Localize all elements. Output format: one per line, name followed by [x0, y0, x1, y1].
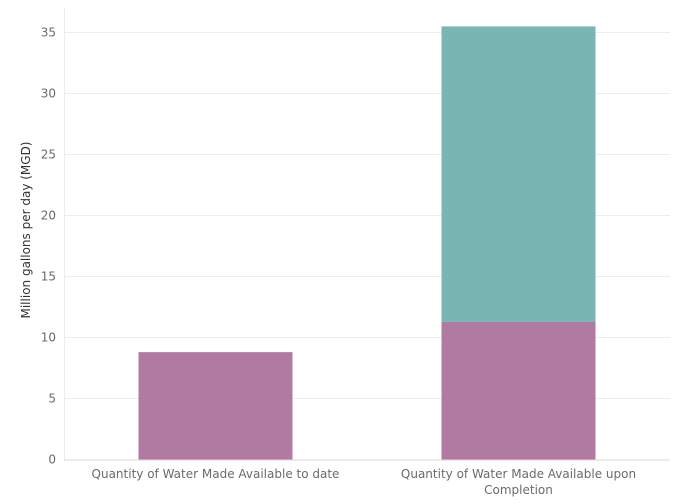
- y-tick-label-20: 20: [41, 209, 56, 223]
- bar-2-segment-2[interactable]: [441, 26, 596, 322]
- y-tick-label-15: 15: [41, 270, 56, 284]
- category-label-1: Quantity of Water Made Available to date: [92, 467, 340, 481]
- y-tick-label-0: 0: [48, 453, 56, 467]
- y-tick-label-10: 10: [41, 331, 56, 345]
- y-tick-label-30: 30: [41, 87, 56, 101]
- y-axis-title: Million gallons per day (MGD): [19, 142, 33, 319]
- category-label-2: Quantity of Water Made Available upon Com…: [401, 467, 636, 497]
- category-labels: Quantity of Water Made Available to date…: [92, 467, 637, 497]
- y-tick-label-35: 35: [41, 26, 56, 40]
- bar-2-segment-1[interactable]: [441, 321, 596, 460]
- y-tick-label-5: 5: [48, 392, 56, 406]
- gridlines: [64, 8, 670, 460]
- y-tick-labels: 0 5 10 15 20 25 30 35: [41, 26, 56, 467]
- bars: [138, 26, 596, 460]
- y-tick-label-25: 25: [41, 148, 56, 162]
- bar-1-segment-1[interactable]: [138, 352, 293, 460]
